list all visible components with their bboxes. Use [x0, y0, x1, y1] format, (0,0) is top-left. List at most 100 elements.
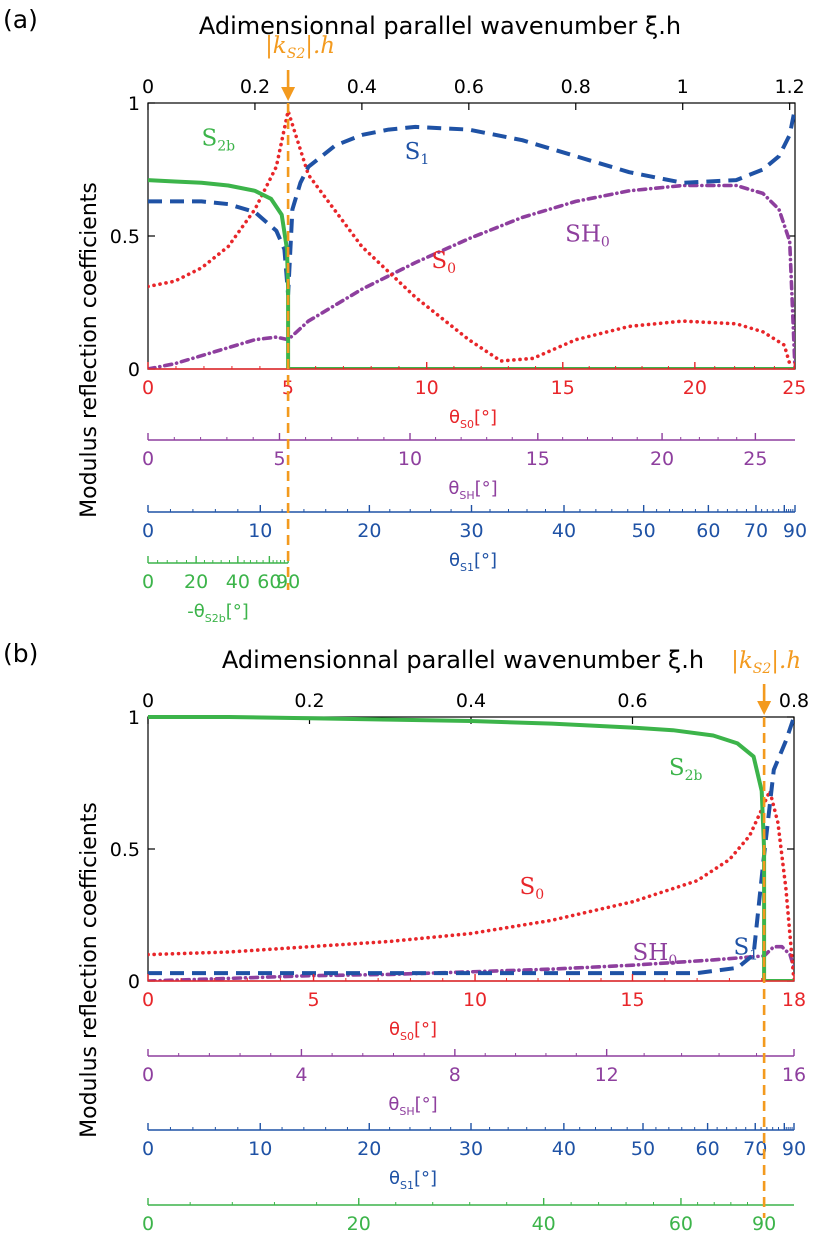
cutoff-marker-label-tail: |.h	[771, 648, 801, 674]
top-axis-title: Adimensionnal parallel wavenumber ξ.h	[222, 646, 704, 674]
angle-axis-tick-label: 12	[595, 1064, 619, 1086]
top-axis-tick-label: 0.6	[617, 690, 647, 712]
top-axis-tick-label: 0.2	[240, 76, 270, 98]
plot-frame	[147, 102, 796, 370]
angle-axis-tick-label: 15	[551, 377, 575, 399]
angle-axis-label-sub: S1	[460, 561, 474, 574]
angle-axis-label-sub: SH	[399, 1105, 414, 1118]
series-label-S1: S1	[733, 935, 758, 964]
angle-axis-tick-label: 20	[683, 377, 707, 399]
angle-axis-tick-label: 90	[782, 1138, 806, 1160]
series-label-S2b-sub: 2b	[217, 139, 235, 155]
angle-axis-S0: 0 5 10 15 20 25 θS0[°]	[142, 362, 806, 431]
series-line-S2b	[148, 715, 794, 981]
top-axis-tick-label: 1.2	[775, 76, 805, 98]
angle-axis-tick-label: 60	[257, 571, 281, 593]
top-axis-tick-label: 1	[677, 76, 689, 98]
angle-axis-label-main: θ	[388, 1094, 399, 1115]
angle-axis-tick-label: 5	[282, 377, 294, 399]
angle-axis-tick-label: 25	[743, 448, 767, 470]
panel-label: (b)	[3, 639, 38, 668]
series-line-S0	[148, 109, 792, 366]
angle-axis-tick-label: 90	[783, 520, 807, 542]
angle-axis-tick-label: 90	[752, 1213, 776, 1235]
top-axis-tick-label: 0.6	[454, 76, 484, 98]
angle-axis-tick-label: 60	[669, 1213, 693, 1235]
angle-axis-tick-label: 15	[620, 989, 644, 1011]
angle-axis-tick-label: 40	[552, 1138, 576, 1160]
angle-axis-tick-label: 20	[357, 520, 381, 542]
series-line-S1	[148, 107, 795, 297]
angle-axis-tick-label: 10	[248, 520, 272, 542]
series-label-S0-main: S	[431, 248, 447, 274]
y-axis-tick-label: 0	[128, 359, 140, 381]
top-axis-tick-label: 0.8	[779, 690, 809, 712]
series-label-SH0: SH0	[633, 940, 678, 969]
series-label-S0-sub: 0	[535, 887, 544, 903]
angle-axis-label-sub: S0	[460, 418, 474, 431]
angle-axis-tick-label: 18	[782, 989, 806, 1011]
angle-axis-label: θS0[°]	[389, 1019, 437, 1043]
angle-axis-S1: 0 10 20 30 40 50 60 70 90 θS1[°]	[142, 1123, 806, 1192]
angle-axis-label-sub: S1	[400, 1179, 414, 1192]
angle-axis-tick-label: 10	[398, 448, 422, 470]
top-axis-tick-label: 0	[142, 76, 154, 98]
series-line-S0	[148, 789, 794, 981]
series-label-S0-sub: 0	[447, 261, 456, 277]
angle-axis-tick-label: 60	[696, 1138, 720, 1160]
cutoff-marker-label-sub: S2	[287, 46, 306, 62]
series-label-SH0-main: SH	[633, 940, 669, 966]
angle-axis-S1: 0 10 20 30 40 50 60 70 90 θS1[°]	[142, 505, 807, 574]
y-axis-tick-label: 0	[128, 971, 140, 993]
angle-axis-label-main: θ	[449, 407, 460, 428]
angle-axis-tick-label: 0	[142, 571, 154, 593]
y-axis-tick-label: 1	[128, 93, 140, 115]
series-label-S2b: S2b	[201, 126, 235, 155]
angle-axis-tick-label: 0	[142, 520, 154, 542]
series-line-SH0	[148, 944, 794, 981]
angle-axis-tick-label: 0	[142, 1213, 154, 1235]
series-label-S0-main: S	[519, 874, 535, 900]
series-label-S2b: S2b	[669, 755, 703, 784]
y-axis-tick-label: 1	[128, 707, 140, 729]
angle-axis-label-main: θ	[389, 1019, 400, 1040]
angle-axis-label-tail: [°]	[475, 478, 498, 499]
angle-axis-label-sub: SH	[459, 489, 474, 502]
angle-axis-SH: 0 5 10 15 20 25 θSH[°]	[142, 433, 795, 502]
y-axis-label: Modulus reflection coefficients	[77, 182, 102, 518]
angle-axis-label: θSH[°]	[388, 1094, 437, 1118]
cutoff-marker-label: |kS2|.h	[731, 648, 801, 677]
angle-axis-tick-label: 16	[782, 1064, 806, 1086]
angle-axis-tick-label: 0	[142, 448, 154, 470]
angle-axis-tick-label: 20	[357, 1138, 381, 1160]
angle-axis-tick-label: 30	[459, 520, 483, 542]
plot-frame	[147, 716, 795, 982]
angle-axis-tick-label: 20	[347, 1213, 371, 1235]
angle-axis-tick-label: 5	[307, 989, 319, 1011]
angle-axis-label-sub: S0	[400, 1030, 414, 1043]
angle-axis-label: θSH[°]	[448, 478, 497, 502]
cutoff-marker-label-sub: S2	[753, 661, 772, 677]
angle-axis-label-tail: [°]	[226, 601, 249, 622]
cutoff-marker-arrow	[757, 701, 772, 715]
angle-axis-tick-label: 60	[696, 520, 720, 542]
cutoff-marker-label-tail: |.h	[305, 33, 335, 59]
angle-axis-S0: 0 5 10 15 18 θS0[°]	[142, 974, 806, 1043]
angle-axis-label-main: θ	[389, 1168, 400, 1189]
angle-axis-label-sub: S2b	[205, 612, 226, 625]
angle-axis-label-main: θ	[448, 478, 459, 499]
panel-a: (a) Adimensionnal parallel wavenumber ξ.h…	[3, 5, 807, 625]
angle-axis-tick-label: 4	[295, 1064, 307, 1086]
angle-axis-tick-label: 10	[248, 1138, 272, 1160]
angle-axis-label: θS1[°]	[389, 1168, 437, 1192]
angle-axis-tick-label: 0	[142, 989, 154, 1011]
angle-axis-tick-label: 10	[415, 377, 439, 399]
y-axis-tick-label: 0.5	[110, 839, 140, 861]
angle-axis-tick-label: 40	[532, 1213, 556, 1235]
series-line-S1	[148, 716, 794, 976]
series-label-S2b-sub: 2b	[685, 768, 703, 784]
series-label-SH0-sub: 0	[668, 953, 677, 969]
cutoff-marker-label-main: |k	[731, 648, 753, 674]
